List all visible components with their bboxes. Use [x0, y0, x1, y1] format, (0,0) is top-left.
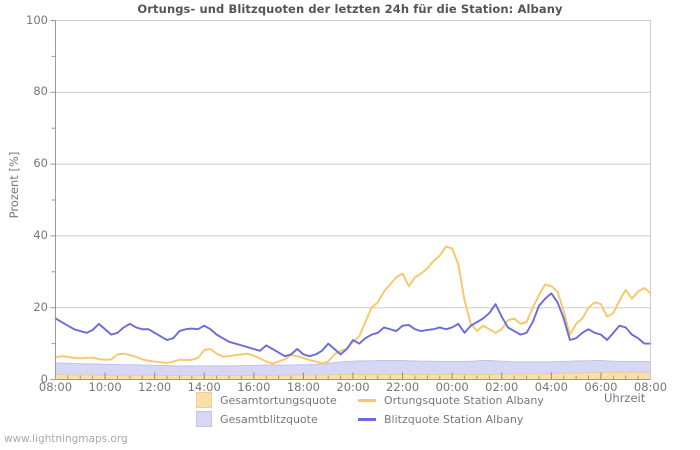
y-tick-label: 100 — [26, 12, 48, 27]
line-ortungsquote-station-albany — [54, 245, 652, 365]
x-tick-label: 08:00 — [38, 380, 73, 394]
x-tick-label: 08:00 — [633, 380, 668, 394]
chart-legend: Gesamtortungsquote Gesamtblitzquote Ortu… — [0, 392, 700, 432]
legend-label-gesamtblitzquote: Gesamtblitzquote — [220, 412, 318, 426]
line-blitzquote-station-albany — [54, 292, 652, 358]
x-tick-label: 18:00 — [286, 380, 320, 394]
legend-line-ortungsquote-station — [358, 398, 376, 402]
legend-swatch-gesamtblitzquote — [196, 411, 212, 427]
x-tick-label: 04:00 — [534, 380, 568, 394]
x-tick-label: 06:00 — [584, 380, 618, 394]
y-tick-label: 40 — [33, 227, 48, 242]
legend-swatch-gesamtortungsquote — [196, 392, 212, 408]
legend-entry-blitzquote-station[interactable]: Blitzquote Station Albany — [358, 411, 523, 427]
x-tick-label: 02:00 — [485, 380, 519, 394]
chart-title: Ortungs- und Blitzquoten der letzten 24h… — [137, 2, 563, 16]
x-tick-label: 16:00 — [237, 380, 271, 394]
y-tick-label: 60 — [33, 156, 48, 171]
y-axis-title: Prozent [%] — [7, 151, 21, 219]
x-tick-label: 22:00 — [386, 380, 420, 394]
legend-entry-ortungsquote-station[interactable]: Ortungsquote Station Albany — [358, 392, 544, 408]
x-tick-label: 20:00 — [336, 380, 370, 394]
x-tick-label: 12:00 — [138, 380, 172, 394]
y-tick-label: 0 — [40, 371, 48, 386]
legend-entry-gesamtblitzquote[interactable]: Gesamtblitzquote — [196, 411, 318, 427]
legend-line-blitzquote-station — [358, 417, 376, 421]
x-tick-label: 10:00 — [88, 380, 122, 394]
watermark: www.lightningmaps.org — [4, 433, 128, 445]
y-tick-label: 20 — [33, 299, 48, 314]
x-axis-title: Uhrzeit — [604, 391, 646, 405]
legend-label-gesamtortungsquote: Gesamtortungsquote — [220, 393, 337, 407]
y-tick-label: 80 — [33, 84, 48, 99]
x-tick-label: 00:00 — [435, 380, 469, 394]
legend-label-blitzquote-station: Blitzquote Station Albany — [384, 412, 524, 426]
legend-label-ortungsquote-station: Ortungsquote Station Albany — [384, 393, 544, 407]
x-tick-label: 14:00 — [187, 380, 221, 394]
legend-entry-gesamtortungsquote[interactable]: Gesamtortungsquote — [196, 392, 337, 408]
